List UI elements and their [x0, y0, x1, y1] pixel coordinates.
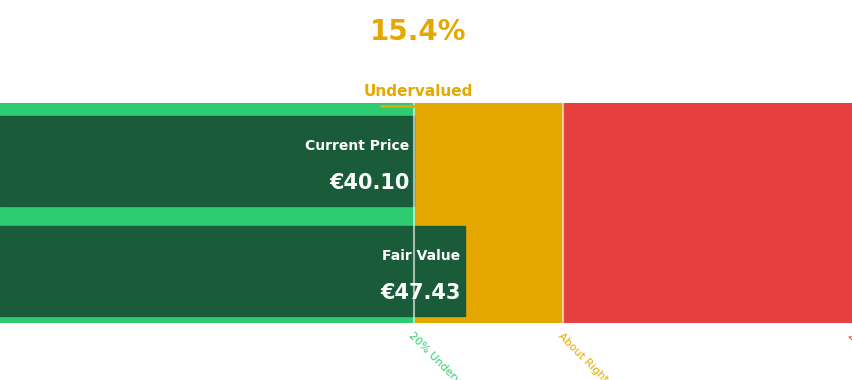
Text: Fair Value: Fair Value [382, 249, 460, 263]
Bar [0, 226, 464, 317]
Text: 20% Overvalued: 20% Overvalued [845, 331, 852, 380]
Bar [0, 103, 413, 116]
Bar [413, 103, 562, 323]
Bar [0, 116, 413, 206]
Text: About Right: About Right [556, 331, 609, 380]
Bar [0, 317, 413, 323]
Text: 20% Undervalued: 20% Undervalued [406, 331, 484, 380]
Text: Undervalued: Undervalued [363, 84, 472, 98]
Text: €47.43: €47.43 [380, 283, 460, 303]
Bar [0, 215, 413, 226]
Text: €40.10: €40.10 [329, 173, 409, 193]
Bar [0, 206, 413, 215]
Text: 15.4%: 15.4% [369, 17, 466, 46]
Bar [562, 103, 852, 323]
Text: Current Price: Current Price [305, 139, 409, 153]
Bar [0, 103, 413, 323]
